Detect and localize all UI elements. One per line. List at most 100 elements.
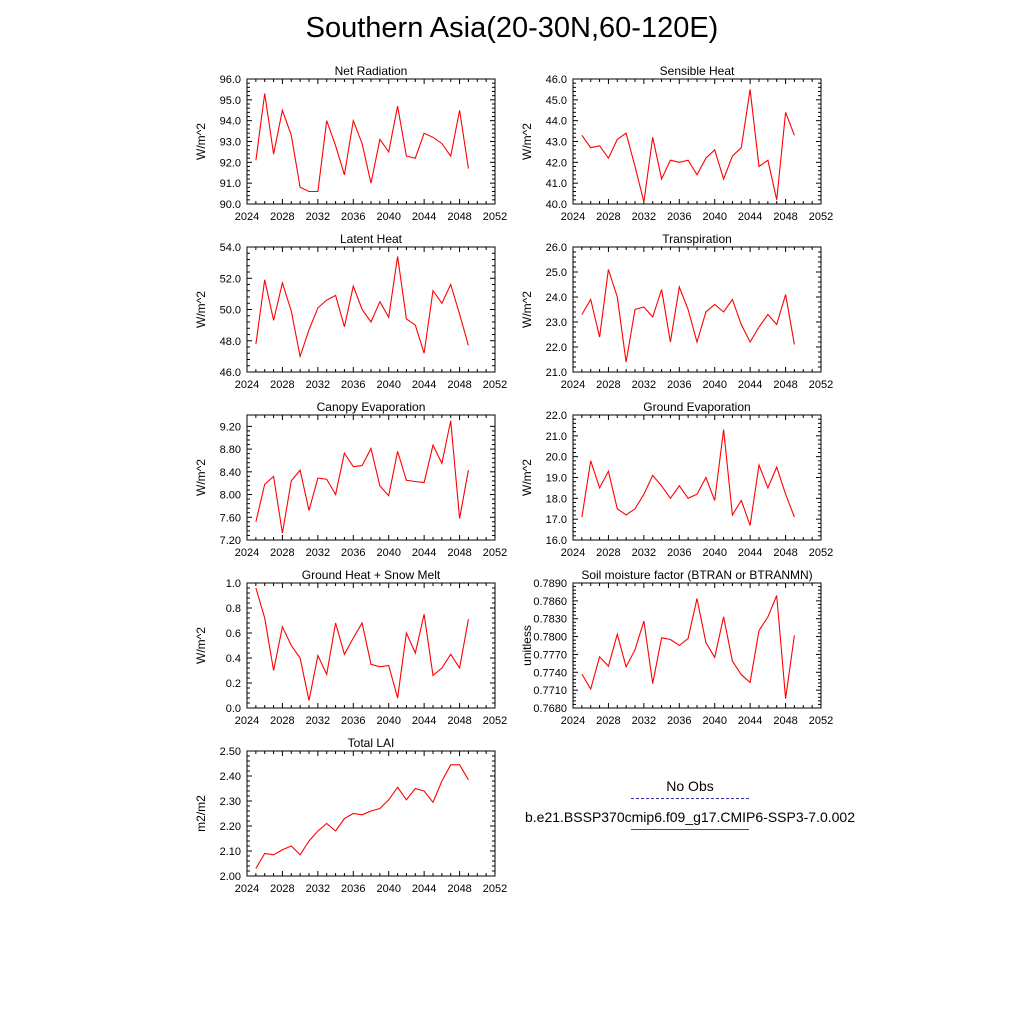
y-tick-label: 0.6 bbox=[226, 628, 241, 640]
y-tick-label: 93.0 bbox=[220, 137, 241, 149]
x-tick-label: 2044 bbox=[738, 211, 762, 223]
y-tick-label: 2.20 bbox=[220, 821, 241, 833]
x-tick-label: 2052 bbox=[809, 379, 833, 391]
x-tick-label: 2052 bbox=[809, 211, 833, 223]
x-tick-label: 2044 bbox=[738, 547, 762, 559]
y-tick-label: 43.0 bbox=[546, 137, 567, 149]
y-tick-label: 46.0 bbox=[546, 74, 567, 86]
y-tick-label: 22.0 bbox=[546, 410, 567, 422]
legend-model-line bbox=[631, 829, 749, 830]
y-tick-label: 96.0 bbox=[220, 74, 241, 86]
y-tick-label: 0.4 bbox=[226, 653, 241, 665]
x-tick-label: 2044 bbox=[738, 715, 762, 727]
x-tick-label: 2052 bbox=[483, 883, 507, 895]
x-tick-label: 2028 bbox=[270, 547, 294, 559]
x-tick-label: 2040 bbox=[376, 883, 400, 895]
y-axis-label: unitless bbox=[520, 625, 534, 666]
x-tick-label: 2024 bbox=[235, 379, 259, 391]
panel-ground-evaporation: Ground Evaporation 2024 2028 2032 2036 2040 20… bbox=[520, 400, 833, 559]
y-tick-label: 46.0 bbox=[220, 367, 241, 379]
series-line bbox=[581, 595, 795, 699]
x-tick-label: 2048 bbox=[773, 715, 797, 727]
page-title: Southern Asia(20-30N,60-120E) bbox=[305, 12, 719, 44]
x-tick-label: 2024 bbox=[235, 715, 259, 727]
x-tick-label: 2032 bbox=[306, 547, 330, 559]
y-tick-label: 0.7740 bbox=[533, 667, 567, 679]
x-tick-label: 2036 bbox=[667, 211, 691, 223]
panel-title: Latent Heat bbox=[340, 232, 403, 246]
y-tick-label: 7.60 bbox=[220, 512, 241, 524]
y-tick-label: 0.7890 bbox=[533, 578, 567, 590]
panel-title: Sensible Heat bbox=[660, 64, 735, 78]
x-tick-label: 2048 bbox=[773, 379, 797, 391]
x-tick-label: 2032 bbox=[632, 715, 656, 727]
x-tick-label: 2028 bbox=[270, 715, 294, 727]
panel-title: Soil moisture factor (BTRAN or BTRANMN) bbox=[581, 568, 812, 582]
series-line bbox=[581, 89, 795, 203]
x-tick-label: 2040 bbox=[376, 211, 400, 223]
panel-ground-heat-snow-melt: Ground Heat + Snow Melt 2024 2028 2032 2036 2… bbox=[194, 568, 507, 727]
plot-frame bbox=[572, 582, 822, 709]
y-tick-label: 94.0 bbox=[220, 116, 241, 128]
x-tick-label: 2024 bbox=[561, 547, 585, 559]
y-tick-label: 22.0 bbox=[546, 342, 567, 354]
panel-title: Canopy Evaporation bbox=[317, 400, 426, 414]
x-tick-label: 2036 bbox=[667, 715, 691, 727]
y-tick-label: 2.40 bbox=[220, 771, 241, 783]
x-tick-label: 2040 bbox=[376, 715, 400, 727]
y-tick-label: 54.0 bbox=[220, 242, 241, 254]
y-tick-label: 0.7710 bbox=[533, 685, 567, 697]
y-tick-label: 1.0 bbox=[226, 578, 241, 590]
y-tick-label: 0.7860 bbox=[533, 596, 567, 608]
series-line bbox=[255, 256, 469, 359]
y-tick-label: 0.7800 bbox=[533, 632, 567, 644]
x-tick-label: 2032 bbox=[306, 883, 330, 895]
legend: No Obs b.e21.BSSP370cmip6.f09_g17.CMIP6-… bbox=[520, 778, 860, 830]
x-tick-label: 2036 bbox=[341, 547, 365, 559]
panel-net-radiation: Net Radiation 2024 2028 2032 2036 2040 2044 204… bbox=[194, 64, 507, 223]
y-tick-label: 17.0 bbox=[546, 514, 567, 526]
y-axis-label: W/m^2 bbox=[194, 459, 208, 496]
plot-frame bbox=[246, 582, 496, 709]
x-tick-label: 2040 bbox=[702, 715, 726, 727]
x-tick-label: 2040 bbox=[702, 211, 726, 223]
y-axis-label: W/m^2 bbox=[520, 123, 534, 160]
y-tick-label: 41.0 bbox=[546, 178, 567, 190]
x-tick-label: 2024 bbox=[561, 379, 585, 391]
x-tick-label: 2044 bbox=[412, 715, 436, 727]
x-tick-label: 2048 bbox=[447, 883, 471, 895]
y-tick-label: 8.40 bbox=[220, 467, 241, 479]
x-tick-label: 2036 bbox=[667, 379, 691, 391]
x-tick-label: 2028 bbox=[596, 211, 620, 223]
x-tick-label: 2028 bbox=[270, 883, 294, 895]
x-tick-label: 2048 bbox=[447, 211, 471, 223]
panel-transpiration: Transpiration 2024 2028 2032 2036 2040 2044 204… bbox=[520, 232, 833, 391]
x-tick-label: 2052 bbox=[483, 211, 507, 223]
plot-frame bbox=[246, 78, 496, 205]
y-tick-label: 2.10 bbox=[220, 846, 241, 858]
panel-canopy-evaporation: Canopy Evaporation 2024 2028 2032 2036 2040 20… bbox=[194, 400, 507, 559]
x-tick-label: 2036 bbox=[341, 715, 365, 727]
legend-obs-label: No Obs bbox=[666, 778, 714, 794]
x-tick-label: 2048 bbox=[447, 547, 471, 559]
panel-title: Net Radiation bbox=[335, 64, 408, 78]
legend-obs-line bbox=[631, 798, 749, 799]
series-line bbox=[581, 269, 795, 363]
x-tick-label: 2048 bbox=[773, 547, 797, 559]
panel-title: Total LAI bbox=[348, 736, 395, 750]
x-tick-label: 2040 bbox=[702, 379, 726, 391]
y-tick-label: 25.0 bbox=[546, 267, 567, 279]
y-tick-label: 7.20 bbox=[220, 535, 241, 547]
plot-frame bbox=[572, 78, 822, 205]
x-tick-label: 2052 bbox=[809, 715, 833, 727]
y-tick-label: 2.30 bbox=[220, 796, 241, 808]
panel-title: Ground Evaporation bbox=[643, 400, 750, 414]
x-tick-label: 2028 bbox=[270, 379, 294, 391]
y-tick-label: 95.0 bbox=[220, 95, 241, 107]
y-tick-label: 50.0 bbox=[220, 305, 241, 317]
x-tick-label: 2032 bbox=[306, 715, 330, 727]
y-tick-label: 2.00 bbox=[220, 871, 241, 883]
panel-soil-moisture-factor-btran-or-btranmn: Soil moisture factor (BTRAN or BTRANMN) 2… bbox=[520, 568, 833, 727]
x-tick-label: 2036 bbox=[341, 379, 365, 391]
series-line bbox=[255, 93, 469, 193]
